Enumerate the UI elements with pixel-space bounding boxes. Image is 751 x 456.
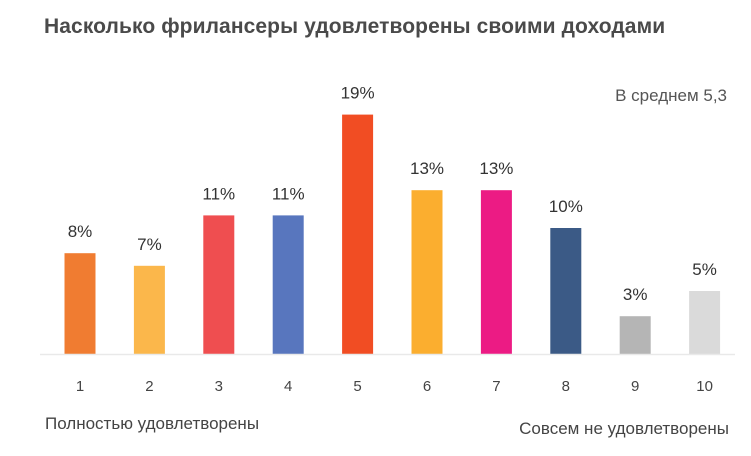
tick-label-4: 4: [284, 378, 292, 395]
data-label-7: 13%: [479, 159, 513, 178]
bar-5: [342, 114, 374, 354]
tick-label-9: 9: [631, 378, 639, 395]
scale-right-label: Совсем не удовлетворены: [519, 419, 729, 438]
data-label-6: 13%: [410, 159, 444, 178]
data-label-8: 10%: [549, 197, 583, 216]
tick-label-8: 8: [562, 378, 570, 395]
bar-1: [64, 253, 96, 354]
data-label-3: 11%: [202, 184, 235, 203]
bar-10: [689, 291, 721, 354]
average-label: В среднем 5,3: [615, 86, 727, 105]
tick-label-1: 1: [76, 378, 84, 395]
bar-6: [411, 190, 443, 354]
bar-8: [550, 228, 582, 354]
scale-left-label: Полностью удовлетворены: [45, 414, 260, 433]
ticks-layer: 1 2 3 4 5 6 7 8 9 10: [76, 378, 713, 395]
tick-label-5: 5: [353, 378, 361, 395]
labels-layer: 8% 7% 11% 11% 19% 13% 13% 10% 3% 5%: [68, 84, 717, 305]
bar-2: [133, 265, 165, 354]
tick-label-3: 3: [215, 378, 223, 395]
data-label-4: 11%: [272, 184, 305, 203]
bar-9: [619, 316, 651, 354]
data-label-5: 19%: [341, 84, 375, 103]
data-label-1: 8%: [68, 222, 93, 241]
data-label-10: 5%: [692, 260, 717, 279]
chart-title: Насколько фрилансеры удовлетворены своим…: [44, 15, 666, 38]
data-label-2: 7%: [137, 235, 162, 254]
bars-layer: [64, 114, 721, 354]
bar-3: [203, 215, 235, 354]
tick-label-2: 2: [145, 378, 153, 395]
data-label-9: 3%: [623, 285, 648, 304]
tick-label-6: 6: [423, 378, 431, 395]
bar-4: [272, 215, 304, 354]
tick-label-10: 10: [696, 378, 713, 395]
tick-label-7: 7: [492, 378, 500, 395]
bar-7: [480, 190, 512, 354]
